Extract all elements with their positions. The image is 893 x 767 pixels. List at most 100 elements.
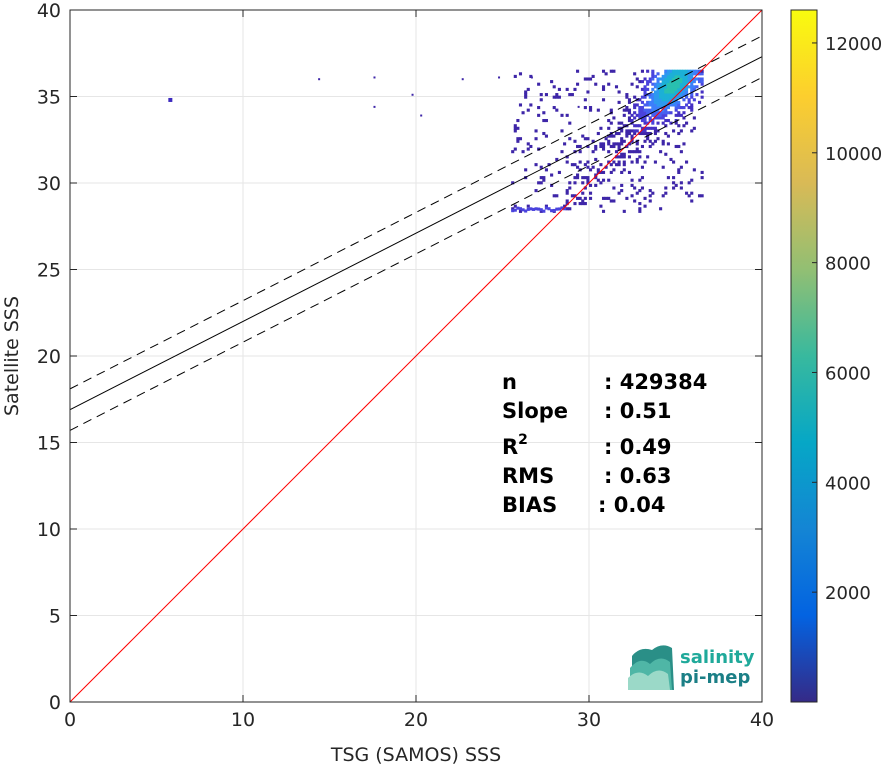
density-cell	[638, 106, 642, 110]
density-cell	[625, 95, 629, 99]
density-cell	[633, 124, 637, 128]
density-cell	[638, 131, 642, 136]
density-cell	[661, 98, 665, 102]
density-cell	[552, 208, 556, 213]
density-cell	[513, 204, 517, 208]
density-cell	[633, 199, 637, 203]
density-cell	[620, 121, 624, 125]
density-cell	[544, 118, 548, 123]
density-cell	[586, 176, 590, 180]
density-cell	[656, 90, 660, 94]
density-cell	[695, 93, 699, 97]
density-cell	[557, 170, 561, 174]
density-cell	[669, 121, 673, 125]
density-cell	[659, 87, 663, 91]
density-cell	[674, 108, 678, 112]
density-cell	[601, 142, 606, 146]
density-cell	[682, 116, 686, 120]
density-cell	[607, 142, 611, 146]
density-cell	[656, 137, 660, 141]
density-cell	[596, 168, 600, 172]
density-cell	[664, 186, 668, 190]
density-cell	[617, 121, 621, 125]
density-cell	[638, 209, 642, 213]
outlier-point	[577, 105, 580, 108]
density-cell	[638, 189, 642, 193]
density-cell	[646, 80, 650, 84]
density-cell	[672, 103, 676, 107]
density-cell	[544, 168, 548, 172]
density-cell	[573, 176, 577, 180]
density-cell	[651, 87, 655, 91]
density-cell	[542, 209, 546, 213]
density-cell	[651, 126, 655, 130]
density-cell	[643, 103, 647, 107]
density-cell	[604, 72, 608, 76]
density-cell	[653, 74, 657, 78]
density-cell	[687, 77, 691, 81]
density-cell	[573, 139, 577, 143]
density-cell	[666, 95, 670, 99]
density-cell	[648, 189, 652, 193]
density-cell	[627, 116, 632, 120]
density-cell	[609, 134, 613, 138]
density-cell	[591, 150, 595, 154]
density-cell	[672, 77, 676, 81]
density-cell	[653, 90, 657, 94]
density-cell	[633, 95, 637, 99]
density-cell	[589, 183, 593, 187]
y-tick-label: 30	[37, 173, 61, 195]
density-cell	[576, 144, 580, 149]
density-cell	[672, 85, 676, 89]
density-cell	[697, 80, 702, 84]
density-cell	[674, 113, 678, 117]
density-cell	[656, 77, 660, 81]
density-cell	[664, 87, 668, 91]
density-cell	[643, 85, 647, 89]
density-cell	[563, 142, 567, 146]
density-cell	[682, 98, 686, 102]
density-cell	[672, 90, 676, 94]
density-cell	[672, 129, 676, 133]
density-cell	[612, 168, 616, 172]
density-cell	[578, 144, 582, 149]
density-cell	[576, 165, 580, 169]
density-cell	[666, 82, 670, 86]
density-cell	[539, 208, 543, 212]
density-cell	[638, 80, 642, 84]
density-cell	[640, 87, 644, 91]
density-cell	[581, 191, 585, 195]
density-cell	[581, 199, 585, 203]
outlier-point	[373, 105, 376, 108]
outlier-point	[498, 76, 501, 79]
density-cell	[633, 103, 637, 107]
density-cell	[648, 116, 652, 120]
density-cell	[625, 131, 629, 136]
density-cell	[627, 170, 632, 174]
density-cell	[518, 103, 523, 107]
density-cell	[568, 181, 572, 185]
density-cell	[677, 74, 681, 78]
stat-value: : 0.04	[598, 493, 666, 517]
density-cell	[679, 77, 683, 81]
density-cell	[664, 191, 668, 195]
density-cell	[685, 95, 689, 99]
y-tick-label: 0	[49, 692, 61, 714]
density-cell	[666, 93, 670, 97]
density-cell	[653, 111, 657, 115]
density-cell	[557, 87, 561, 91]
x-axis-label: TSG (SAMOS) SSS	[330, 744, 501, 766]
outlier-point	[420, 114, 423, 117]
density-cell	[687, 85, 691, 89]
x-tick-label: 30	[577, 709, 601, 731]
density-cell	[690, 87, 694, 91]
density-cell	[692, 126, 696, 130]
density-cell	[677, 85, 681, 89]
density-cell	[643, 121, 647, 125]
density-cell	[537, 113, 541, 117]
colorbar-tick-label: 4000	[825, 473, 871, 494]
density-cell	[659, 93, 663, 97]
density-cell	[596, 170, 600, 174]
y-tick-label: 5	[49, 606, 61, 628]
density-cell	[692, 69, 696, 73]
